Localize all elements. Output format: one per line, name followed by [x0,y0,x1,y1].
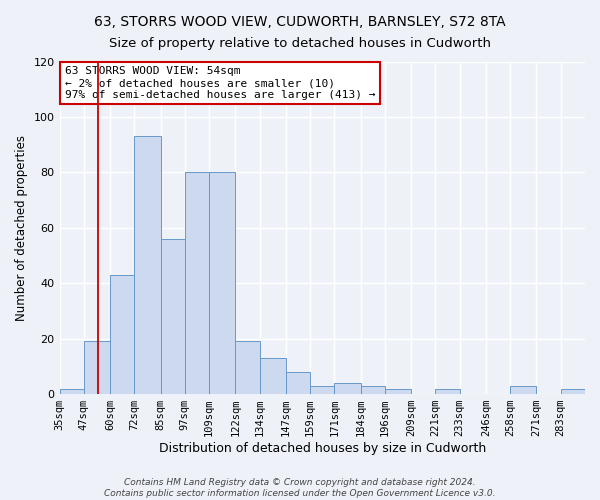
Bar [310,386,334,394]
Text: 63 STORRS WOOD VIEW: 54sqm
← 2% of detached houses are smaller (10)
97% of semi-: 63 STORRS WOOD VIEW: 54sqm ← 2% of detac… [65,66,375,100]
Bar [209,172,235,394]
Bar [235,342,260,394]
Bar [84,342,110,394]
X-axis label: Distribution of detached houses by size in Cudworth: Distribution of detached houses by size … [158,442,486,455]
Bar [134,136,161,394]
Text: 63, STORRS WOOD VIEW, CUDWORTH, BARNSLEY, S72 8TA: 63, STORRS WOOD VIEW, CUDWORTH, BARNSLEY… [94,15,506,29]
Bar [161,239,185,394]
Bar [436,388,460,394]
Bar [185,172,209,394]
Bar [334,383,361,394]
Text: Contains HM Land Registry data © Crown copyright and database right 2024.
Contai: Contains HM Land Registry data © Crown c… [104,478,496,498]
Y-axis label: Number of detached properties: Number of detached properties [15,135,28,321]
Bar [510,386,536,394]
Bar [361,386,385,394]
Bar [59,388,84,394]
Bar [260,358,286,394]
Bar [385,388,411,394]
Bar [286,372,310,394]
Bar [561,388,585,394]
Bar [110,275,134,394]
Text: Size of property relative to detached houses in Cudworth: Size of property relative to detached ho… [109,38,491,51]
